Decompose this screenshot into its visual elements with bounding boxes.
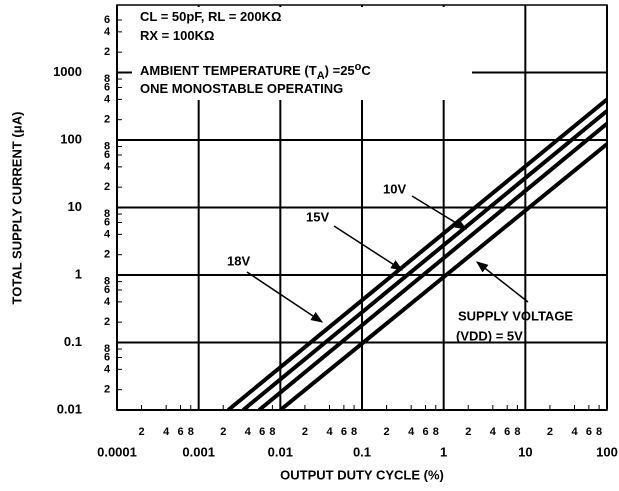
x-minor-tick-label: 8: [514, 426, 520, 438]
y-minor-tick-label: 8: [104, 275, 110, 287]
notes-background: [132, 7, 472, 100]
x-tick-label: 100: [596, 444, 618, 459]
y-tick-label: 0.01: [57, 401, 82, 416]
y-minor-tick-label: 4: [104, 228, 111, 240]
note-part: C: [361, 63, 371, 78]
y-minor-tick-label: 6: [104, 14, 110, 26]
series-line: [279, 142, 607, 410]
x-minor-tick-label: 2: [220, 426, 226, 438]
x-minor-tick-label: 2: [302, 426, 308, 438]
series-label: 10V: [383, 181, 406, 196]
y-minor-tick-label: 6: [104, 284, 110, 296]
x-minor-tick-label: 4: [490, 426, 497, 438]
x-tick-label: 0.01: [268, 444, 293, 459]
note-part: RX = 100KΩ: [140, 28, 214, 43]
y-minor-tick-label: 2: [104, 46, 110, 58]
x-minor-tick-label: 2: [465, 426, 471, 438]
note: RX = 100KΩ: [140, 28, 214, 43]
y-minor-tick-label: 4: [104, 93, 111, 105]
y-minor-tick-label: 6: [104, 216, 110, 228]
x-minor-tick-label: 4: [571, 426, 578, 438]
note-part: A: [317, 70, 325, 82]
y-tick-label: 1: [75, 266, 82, 281]
x-minor-tick-label: 6: [422, 426, 428, 438]
x-minor-tick-label: 6: [177, 426, 183, 438]
note: CL = 50pF, RL = 200KΩ: [140, 9, 281, 24]
x-minor-tick-label: 8: [351, 426, 357, 438]
y-minor-tick-label: 4: [104, 296, 111, 308]
series-label: 15V: [306, 209, 329, 224]
x-minor-tick-label: 6: [341, 426, 347, 438]
note-part: AMBIENT TEMPERATURE (T: [140, 63, 317, 78]
x-minor-tick-label: 2: [139, 426, 145, 438]
annotation-arrow: [246, 271, 323, 323]
note-part: ONE MONOSTABLE OPERATING: [140, 81, 343, 96]
x-minor-tick-label: 2: [547, 426, 553, 438]
y-minor-tick-label: 6: [104, 149, 110, 161]
x-tick-label: 10: [518, 444, 532, 459]
y-minor-tick-label: 2: [104, 181, 110, 193]
y-minor-tick-label: 2: [104, 114, 110, 126]
x-minor-tick-label: 8: [188, 426, 194, 438]
y-minor-tick-label: 4: [104, 363, 111, 375]
y-tick-label: 100: [60, 131, 82, 146]
series-label: 18V: [227, 253, 250, 268]
series-line: [257, 122, 607, 410]
y-minor-tick-label: 8: [104, 208, 110, 220]
x-minor-tick-label: 8: [596, 426, 602, 438]
x-minor-tick-label: 4: [245, 426, 252, 438]
y-tick-label: 1000: [53, 64, 82, 79]
series-line: [241, 109, 607, 410]
x-tick-label: 0.001: [182, 444, 215, 459]
note-part: o: [355, 61, 362, 73]
note: AMBIENT TEMPERATURE (TA) =25oC: [140, 61, 371, 82]
annotation-arrow: [476, 261, 529, 303]
y-minor-tick-label: 8: [104, 343, 110, 355]
note-part: CL = 50pF, RL = 200KΩ: [140, 9, 281, 24]
x-minor-tick-label: 6: [586, 426, 592, 438]
x-minor-tick-label: 6: [259, 426, 265, 438]
note: ONE MONOSTABLE OPERATING: [140, 81, 343, 96]
y-minor-tick-label: 4: [104, 26, 111, 38]
annotation-arrow: [333, 225, 404, 271]
x-tick-label: 1: [440, 444, 447, 459]
y-minor-tick-label: 6: [104, 81, 110, 93]
series-line: [226, 97, 607, 410]
x-tick-label: 0.0001: [97, 444, 137, 459]
y-tick-label: 10: [68, 199, 82, 214]
x-minor-tick-label: 4: [408, 426, 415, 438]
x-minor-tick-label: 4: [163, 426, 170, 438]
y-minor-tick-label: 6: [104, 351, 110, 363]
annotation-arrow: [411, 195, 468, 230]
x-minor-tick-label: 6: [504, 426, 510, 438]
y-minor-tick-label: 8: [104, 140, 110, 152]
x-tick-label: 0.1: [353, 444, 371, 459]
y-minor-tick-label: 2: [104, 384, 110, 396]
note-part: ) =25: [325, 63, 355, 78]
series-label: (VDD) = 5V: [456, 328, 523, 343]
x-axis-label: OUTPUT DUTY CYCLE (%): [280, 467, 444, 482]
x-minor-tick-label: 8: [269, 426, 275, 438]
y-minor-tick-label: 4: [104, 161, 111, 173]
x-minor-tick-label: 8: [433, 426, 439, 438]
y-minor-tick-label: 2: [104, 249, 110, 261]
x-minor-tick-label: 4: [326, 426, 333, 438]
y-minor-tick-label: 2: [104, 316, 110, 328]
y-axis-label: TOTAL SUPPLY CURRENT (μA): [9, 112, 24, 305]
y-minor-tick-label: 8: [104, 73, 110, 85]
x-minor-tick-label: 2: [384, 426, 390, 438]
series-label: SUPPLY VOLTAGE: [458, 308, 573, 323]
plot-frame: [116, 4, 608, 411]
y-tick-label: 0.1: [64, 334, 82, 349]
